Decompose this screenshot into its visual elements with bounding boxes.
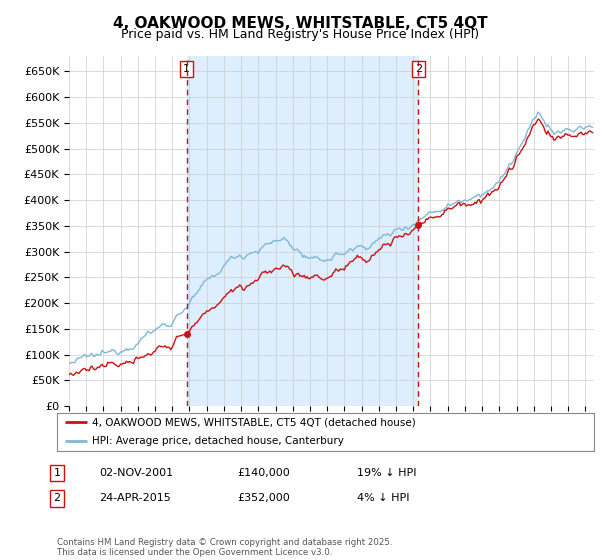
Text: HPI: Average price, detached house, Canterbury: HPI: Average price, detached house, Cant… [92,436,344,446]
Text: Price paid vs. HM Land Registry's House Price Index (HPI): Price paid vs. HM Land Registry's House … [121,28,479,41]
Text: 02-NOV-2001: 02-NOV-2001 [99,468,173,478]
Text: Contains HM Land Registry data © Crown copyright and database right 2025.
This d: Contains HM Land Registry data © Crown c… [57,538,392,557]
Text: 4, OAKWOOD MEWS, WHITSTABLE, CT5 4QT: 4, OAKWOOD MEWS, WHITSTABLE, CT5 4QT [113,16,487,31]
Text: 19% ↓ HPI: 19% ↓ HPI [357,468,416,478]
Text: 2: 2 [53,493,61,503]
Text: 24-APR-2015: 24-APR-2015 [99,493,171,503]
Bar [187,56,418,406]
Text: 2: 2 [415,64,422,74]
Text: 1: 1 [53,468,61,478]
Text: £140,000: £140,000 [237,468,290,478]
Text: 4, OAKWOOD MEWS, WHITSTABLE, CT5 4QT (detached house): 4, OAKWOOD MEWS, WHITSTABLE, CT5 4QT (de… [92,417,416,427]
Text: 1: 1 [183,64,190,74]
Text: 4% ↓ HPI: 4% ↓ HPI [357,493,409,503]
Text: £352,000: £352,000 [237,493,290,503]
